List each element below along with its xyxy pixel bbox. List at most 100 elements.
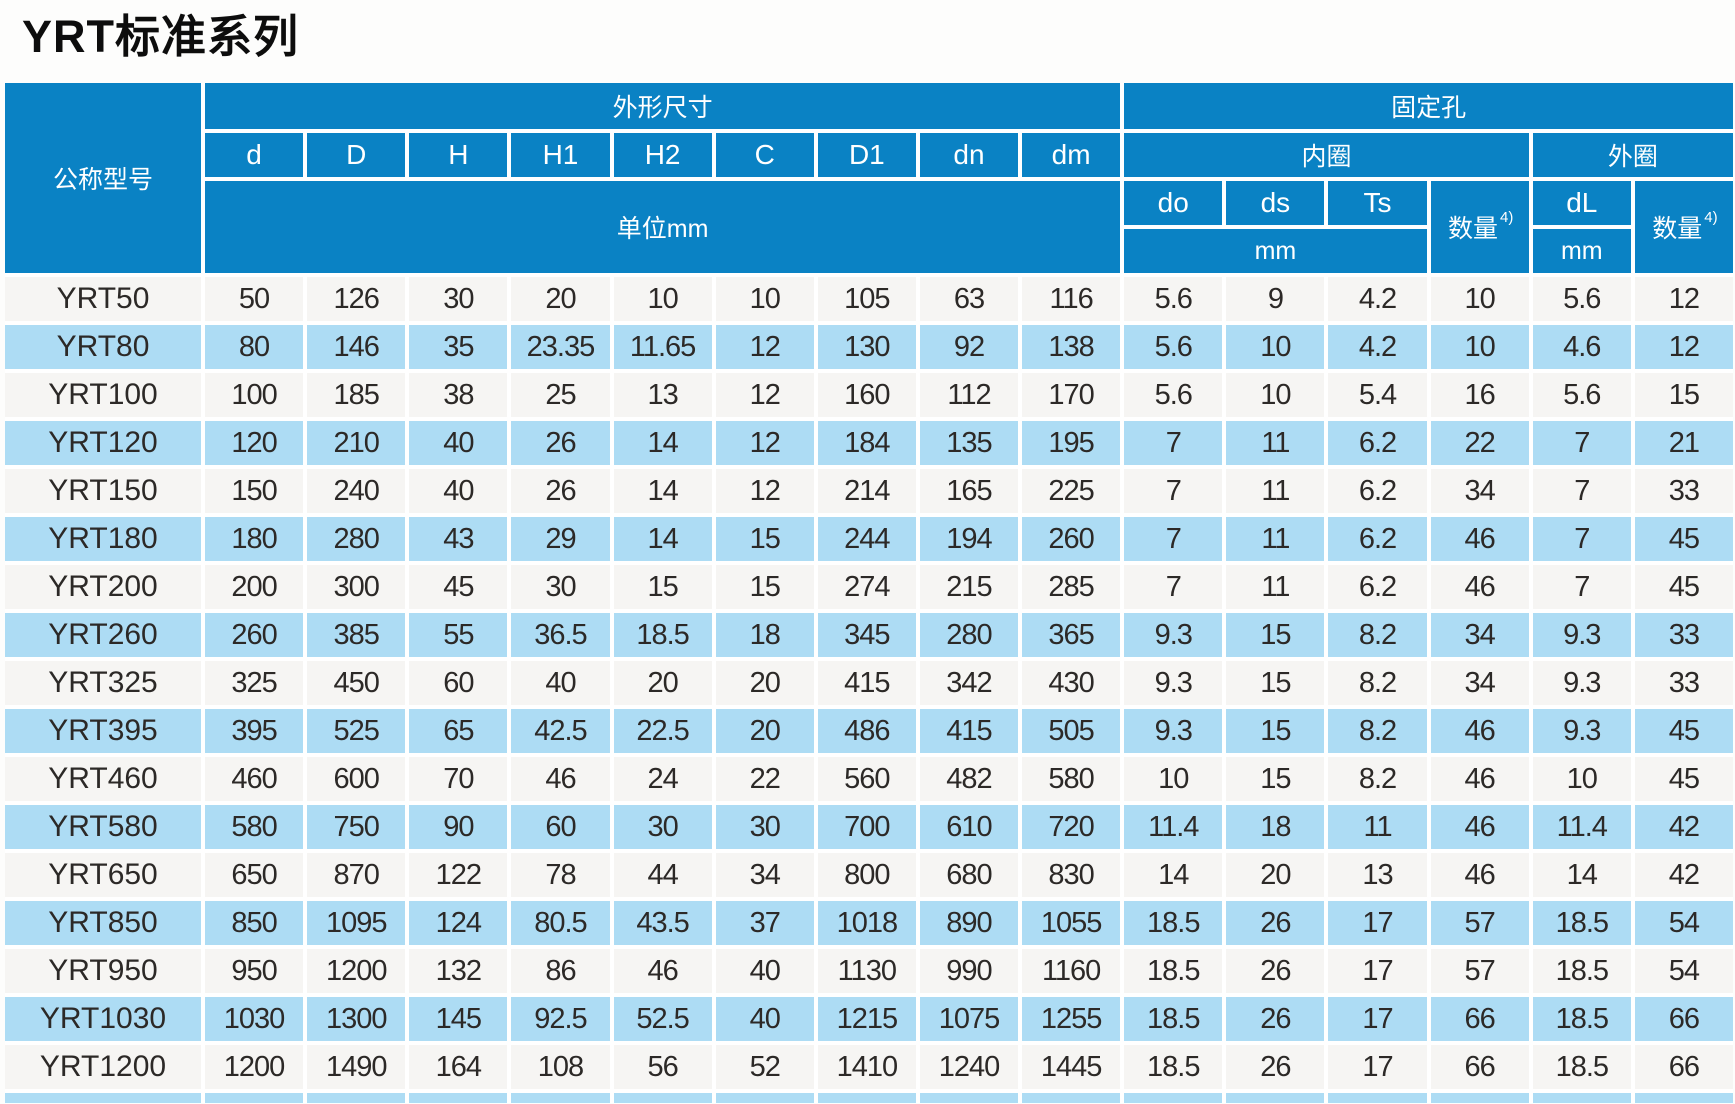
row-value-cell: 65 (409, 709, 508, 753)
row-value-cell: 7 (1532, 565, 1631, 609)
row-value-cell: 12 (715, 325, 814, 369)
row-value-cell: 100 (205, 373, 304, 417)
row-value-cell: 18.5 (1124, 997, 1223, 1041)
row-value-cell: 165 (919, 469, 1019, 513)
row-value-cell: 194 (919, 517, 1019, 561)
row-model-cell: YRT150 (5, 469, 201, 513)
quantity-footnote-mark: 4) (1704, 208, 1718, 226)
row-value-cell: 13 (1328, 853, 1427, 897)
row-value-cell: 1445 (1022, 1045, 1121, 1089)
row-value-cell: 870 (307, 853, 406, 897)
row-value-cell: 45 (1634, 757, 1733, 801)
row-value-cell: 66 (1430, 997, 1529, 1041)
row-value-cell: 54 (1634, 901, 1733, 945)
row-model-cell: YRT260 (5, 613, 201, 657)
row-value-cell: 486 (817, 709, 916, 753)
row-value-cell: 46 (1430, 853, 1529, 897)
row-value-cell: 60 (409, 661, 508, 705)
row-value-cell: 12 (715, 373, 814, 417)
row-value-cell: 17 (1328, 901, 1427, 945)
row-value-cell: 180 (205, 517, 304, 561)
row-value-cell: 20 (1226, 853, 1325, 897)
row-value-cell: 214 (817, 469, 916, 513)
row-value-cell: 120 (205, 421, 304, 465)
header-outer-ring: 外圈 (1532, 133, 1733, 177)
row-value-cell: 11 (1328, 805, 1427, 849)
row-value-cell: 185 (307, 373, 406, 417)
row-value-cell: 30 (715, 805, 814, 849)
row-value-cell: 57 (1430, 901, 1529, 945)
row-value-cell: 10 (1430, 325, 1529, 369)
row-value-cell: 34 (1430, 613, 1529, 657)
row-value-cell: 46 (1430, 517, 1529, 561)
row-value-cell: 33 (1634, 613, 1733, 657)
row-value-cell: 56 (613, 1045, 712, 1089)
header-outer-quantity: 数量 4) (1634, 181, 1733, 273)
row-value-cell: 13 (613, 373, 712, 417)
row-value-cell: 15 (715, 565, 814, 609)
clipped-row-cell (5, 1093, 201, 1103)
row-value-cell: 750 (307, 805, 406, 849)
row-value-cell: 15 (1226, 709, 1325, 753)
clipped-row-cell (1328, 1093, 1427, 1103)
row-value-cell: 10 (715, 277, 814, 321)
row-value-cell: 45 (409, 565, 508, 609)
header-col-dL: dL (1532, 181, 1631, 225)
clipped-row-cell (613, 1093, 712, 1103)
row-value-cell: 46 (1430, 757, 1529, 801)
quantity-label: 数量 (1652, 215, 1703, 243)
row-value-cell: 4.2 (1328, 277, 1427, 321)
row-value-cell: 92.5 (511, 997, 610, 1041)
row-value-cell: 15 (1226, 757, 1325, 801)
row-value-cell: 1055 (1022, 901, 1121, 945)
row-value-cell: 11.4 (1532, 805, 1631, 849)
row-value-cell: 830 (1022, 853, 1121, 897)
row-value-cell: 60 (511, 805, 610, 849)
header-col-H2: H2 (613, 133, 712, 177)
row-value-cell: 460 (205, 757, 304, 801)
row-value-cell: 600 (307, 757, 406, 801)
row-value-cell: 9 (1226, 277, 1325, 321)
row-value-cell: 260 (205, 613, 304, 657)
row-value-cell: 525 (307, 709, 406, 753)
row-value-cell: 14 (613, 421, 712, 465)
row-value-cell: 54 (1634, 949, 1733, 993)
row-value-cell: 105 (817, 277, 916, 321)
row-value-cell: 195 (1022, 421, 1121, 465)
row-value-cell: 45 (1634, 517, 1733, 561)
row-value-cell: 26 (1226, 901, 1325, 945)
row-model-cell: YRT100 (5, 373, 201, 417)
row-value-cell: 40 (409, 469, 508, 513)
row-value-cell: 14 (1532, 853, 1631, 897)
row-value-cell: 66 (1634, 1045, 1733, 1089)
row-value-cell: 5.4 (1328, 373, 1427, 417)
row-value-cell: 135 (919, 421, 1019, 465)
row-value-cell: 1255 (1022, 997, 1121, 1041)
row-value-cell: 23.35 (511, 325, 610, 369)
quantity-footnote-mark: 4) (1499, 208, 1514, 226)
row-value-cell: 46 (613, 949, 712, 993)
row-value-cell: 20 (613, 661, 712, 705)
row-value-cell: 9.3 (1532, 709, 1631, 753)
row-value-cell: 26 (1226, 949, 1325, 993)
row-value-cell: 80.5 (511, 901, 610, 945)
header-col-dm: dm (1022, 133, 1121, 177)
row-value-cell: 46 (511, 757, 610, 801)
row-value-cell: 9.3 (1532, 613, 1631, 657)
row-value-cell: 4.2 (1328, 325, 1427, 369)
clipped-row-cell (715, 1093, 814, 1103)
row-value-cell: 7 (1532, 517, 1631, 561)
row-value-cell: 35 (409, 325, 508, 369)
row-value-cell: 126 (307, 277, 406, 321)
row-value-cell: 5.6 (1124, 373, 1223, 417)
row-model-cell: YRT1200 (5, 1045, 201, 1089)
clipped-row-cell (511, 1093, 610, 1103)
clipped-row-cell (1226, 1093, 1325, 1103)
row-value-cell: 30 (613, 805, 712, 849)
header-unit-mm: 单位mm (205, 181, 1121, 273)
row-value-cell: 342 (919, 661, 1019, 705)
row-value-cell: 10 (1532, 757, 1631, 801)
row-value-cell: 40 (715, 949, 814, 993)
row-value-cell: 1130 (817, 949, 916, 993)
